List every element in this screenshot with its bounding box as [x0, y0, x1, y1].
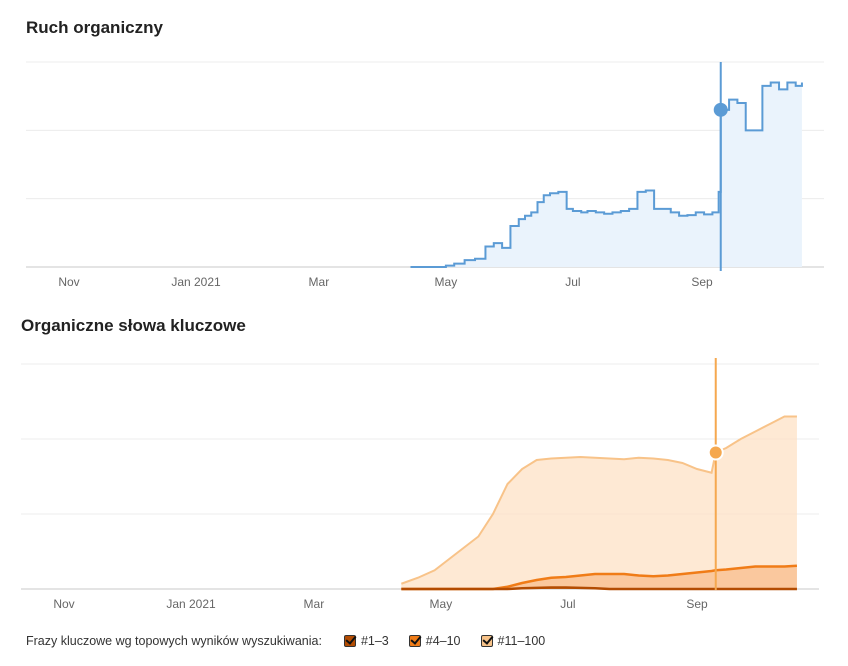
x-tick-label: May	[430, 597, 453, 611]
organic-keywords-chart[interactable]: Nov Jan 2021 Mar May Jul Sep	[0, 0, 848, 625]
traffic-chart-title: Ruch organiczny	[26, 18, 163, 37]
chart-legend: Frazy kluczowe wg topowych wyników wyszu…	[26, 634, 565, 648]
legend-item-top4-10[interactable]: #4–10	[408, 634, 461, 648]
x-tick-label: Sep	[686, 597, 708, 611]
keywords-chart-title: Organiczne słowa kluczowe	[21, 316, 246, 335]
x-tick-label: Mar	[304, 597, 325, 611]
traffic-series-line	[410, 81, 803, 268]
legend-title: Frazy kluczowe wg topowych wyników wyszu…	[26, 634, 322, 648]
series-line	[401, 586, 797, 591]
legend-item-top3[interactable]: #1–3	[343, 634, 389, 648]
legend-item-top11-100[interactable]: #11–100	[480, 634, 546, 648]
x-tick-label: Jan 2021	[166, 597, 216, 611]
checkbox-icon[interactable]	[408, 635, 421, 647]
x-tick-label: Jul	[560, 597, 575, 611]
x-tick-label: Jul	[565, 275, 580, 289]
traffic-area	[410, 82, 802, 267]
legend-label: #4–10	[425, 634, 461, 648]
series-area	[401, 565, 797, 589]
legend-label: #11–100	[497, 634, 546, 648]
series-line	[400, 415, 797, 585]
series-area	[401, 416, 797, 589]
hover-point	[707, 444, 724, 461]
checkbox-icon[interactable]	[480, 635, 493, 647]
x-tick-label: Nov	[53, 597, 74, 611]
organic-traffic-chart[interactable]: Nov Jan 2021 Mar May Jul Sep	[0, 0, 848, 300]
x-tick-label: May	[435, 275, 458, 289]
x-tick-label: Mar	[309, 275, 330, 289]
x-tick-label: Jan 2021	[171, 275, 221, 289]
hover-point	[713, 102, 728, 117]
x-tick-label: Sep	[691, 275, 713, 289]
x-tick-label: Nov	[58, 275, 79, 289]
legend-label: #1–3	[360, 634, 389, 648]
checkbox-icon[interactable]	[343, 635, 356, 647]
